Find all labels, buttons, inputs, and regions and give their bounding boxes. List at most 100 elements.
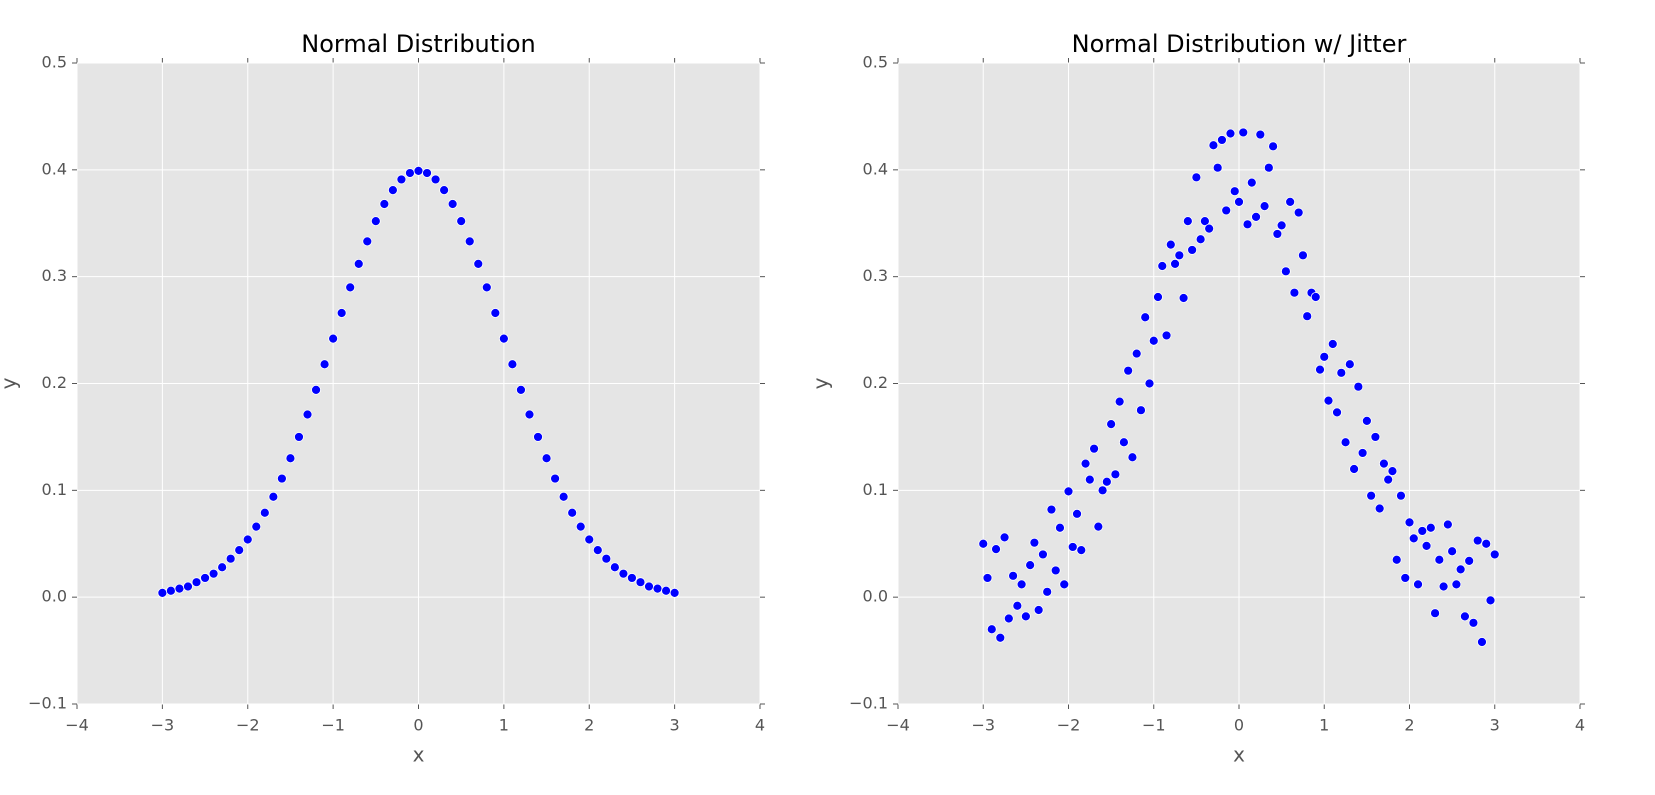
point <box>1110 469 1121 480</box>
point <box>669 587 680 598</box>
point <box>1217 135 1227 145</box>
y-tick-label: 0.4 <box>42 159 67 178</box>
point <box>1055 522 1065 533</box>
point <box>1353 381 1364 392</box>
point <box>1425 522 1436 533</box>
point <box>1136 405 1146 416</box>
point <box>1285 196 1296 207</box>
point <box>1097 485 1108 496</box>
point <box>1251 211 1261 222</box>
y-tick-label: 0.2 <box>863 373 888 392</box>
point <box>1302 311 1313 322</box>
point <box>1421 540 1432 551</box>
y-tick-label: 0.5 <box>42 53 67 72</box>
point <box>183 581 193 592</box>
point <box>251 521 262 532</box>
point <box>413 166 424 176</box>
point <box>1327 339 1338 349</box>
point <box>276 473 287 484</box>
point <box>1101 476 1112 487</box>
point <box>268 491 279 502</box>
x-tick-label: 3 <box>670 716 680 735</box>
point <box>1046 504 1057 515</box>
point <box>157 587 168 598</box>
point <box>627 573 637 583</box>
point <box>1259 201 1270 212</box>
y-tick-label: 0.3 <box>42 266 67 285</box>
x-tick-label: −4 <box>65 716 89 735</box>
point <box>191 577 202 588</box>
point <box>1144 378 1155 389</box>
x-axis-label: x <box>413 743 425 767</box>
point <box>1455 564 1466 575</box>
point <box>302 409 313 420</box>
point <box>533 432 543 442</box>
y-tick-label: 0.2 <box>42 373 67 392</box>
point <box>379 199 390 209</box>
point <box>1225 128 1236 139</box>
point <box>1234 196 1244 207</box>
point <box>1178 293 1189 303</box>
x-tick-label: −3 <box>151 716 175 735</box>
y-axis-label: y <box>809 377 833 389</box>
point <box>430 174 441 185</box>
point <box>592 545 603 556</box>
point <box>1119 437 1129 448</box>
y-tick-label: 0.3 <box>863 266 888 285</box>
point <box>387 185 398 196</box>
point <box>1438 581 1449 592</box>
point <box>1106 419 1117 429</box>
point <box>1477 637 1487 647</box>
point <box>1089 443 1099 454</box>
point <box>1127 452 1138 463</box>
point <box>1200 216 1210 227</box>
point <box>1229 186 1240 197</box>
point <box>490 308 501 318</box>
x-tick-label: 4 <box>755 716 765 735</box>
point <box>550 473 560 484</box>
x-tick-label: 2 <box>584 716 594 735</box>
y-tick-label: −0.1 <box>28 694 67 713</box>
point <box>541 453 552 464</box>
point <box>464 236 475 247</box>
point <box>294 432 304 442</box>
point <box>1387 466 1398 477</box>
point <box>575 521 586 532</box>
point <box>991 544 1001 554</box>
point <box>1268 141 1278 152</box>
point <box>1123 365 1134 376</box>
point <box>1374 503 1385 514</box>
point <box>1003 613 1014 624</box>
point <box>396 174 407 185</box>
point <box>1157 261 1168 271</box>
point <box>1020 611 1031 622</box>
chart-title: Normal Distribution w/ Jitter <box>1072 30 1407 58</box>
point <box>1357 448 1368 458</box>
y-tick-label: 0.1 <box>42 480 67 499</box>
point <box>1400 573 1411 583</box>
point <box>1080 458 1091 469</box>
point <box>1391 554 1402 565</box>
point <box>584 534 595 545</box>
y-tick-label: 0.0 <box>42 587 67 606</box>
point <box>1059 579 1070 590</box>
point <box>498 333 509 344</box>
y-tick-label: 0.1 <box>863 480 888 499</box>
point <box>1370 432 1381 442</box>
point <box>1008 570 1018 581</box>
x-tick-label: −1 <box>1142 716 1166 735</box>
point <box>1472 535 1483 546</box>
point <box>609 562 620 573</box>
point <box>978 538 989 549</box>
point <box>1170 258 1180 269</box>
point <box>1489 549 1500 560</box>
x-tick-label: 2 <box>1404 716 1414 735</box>
point <box>601 553 612 564</box>
point <box>1255 129 1266 140</box>
point <box>1033 605 1044 615</box>
point <box>166 585 176 596</box>
point <box>1238 127 1249 138</box>
point <box>1182 216 1193 227</box>
x-tick-label: 0 <box>1234 716 1244 735</box>
point <box>1379 458 1389 469</box>
